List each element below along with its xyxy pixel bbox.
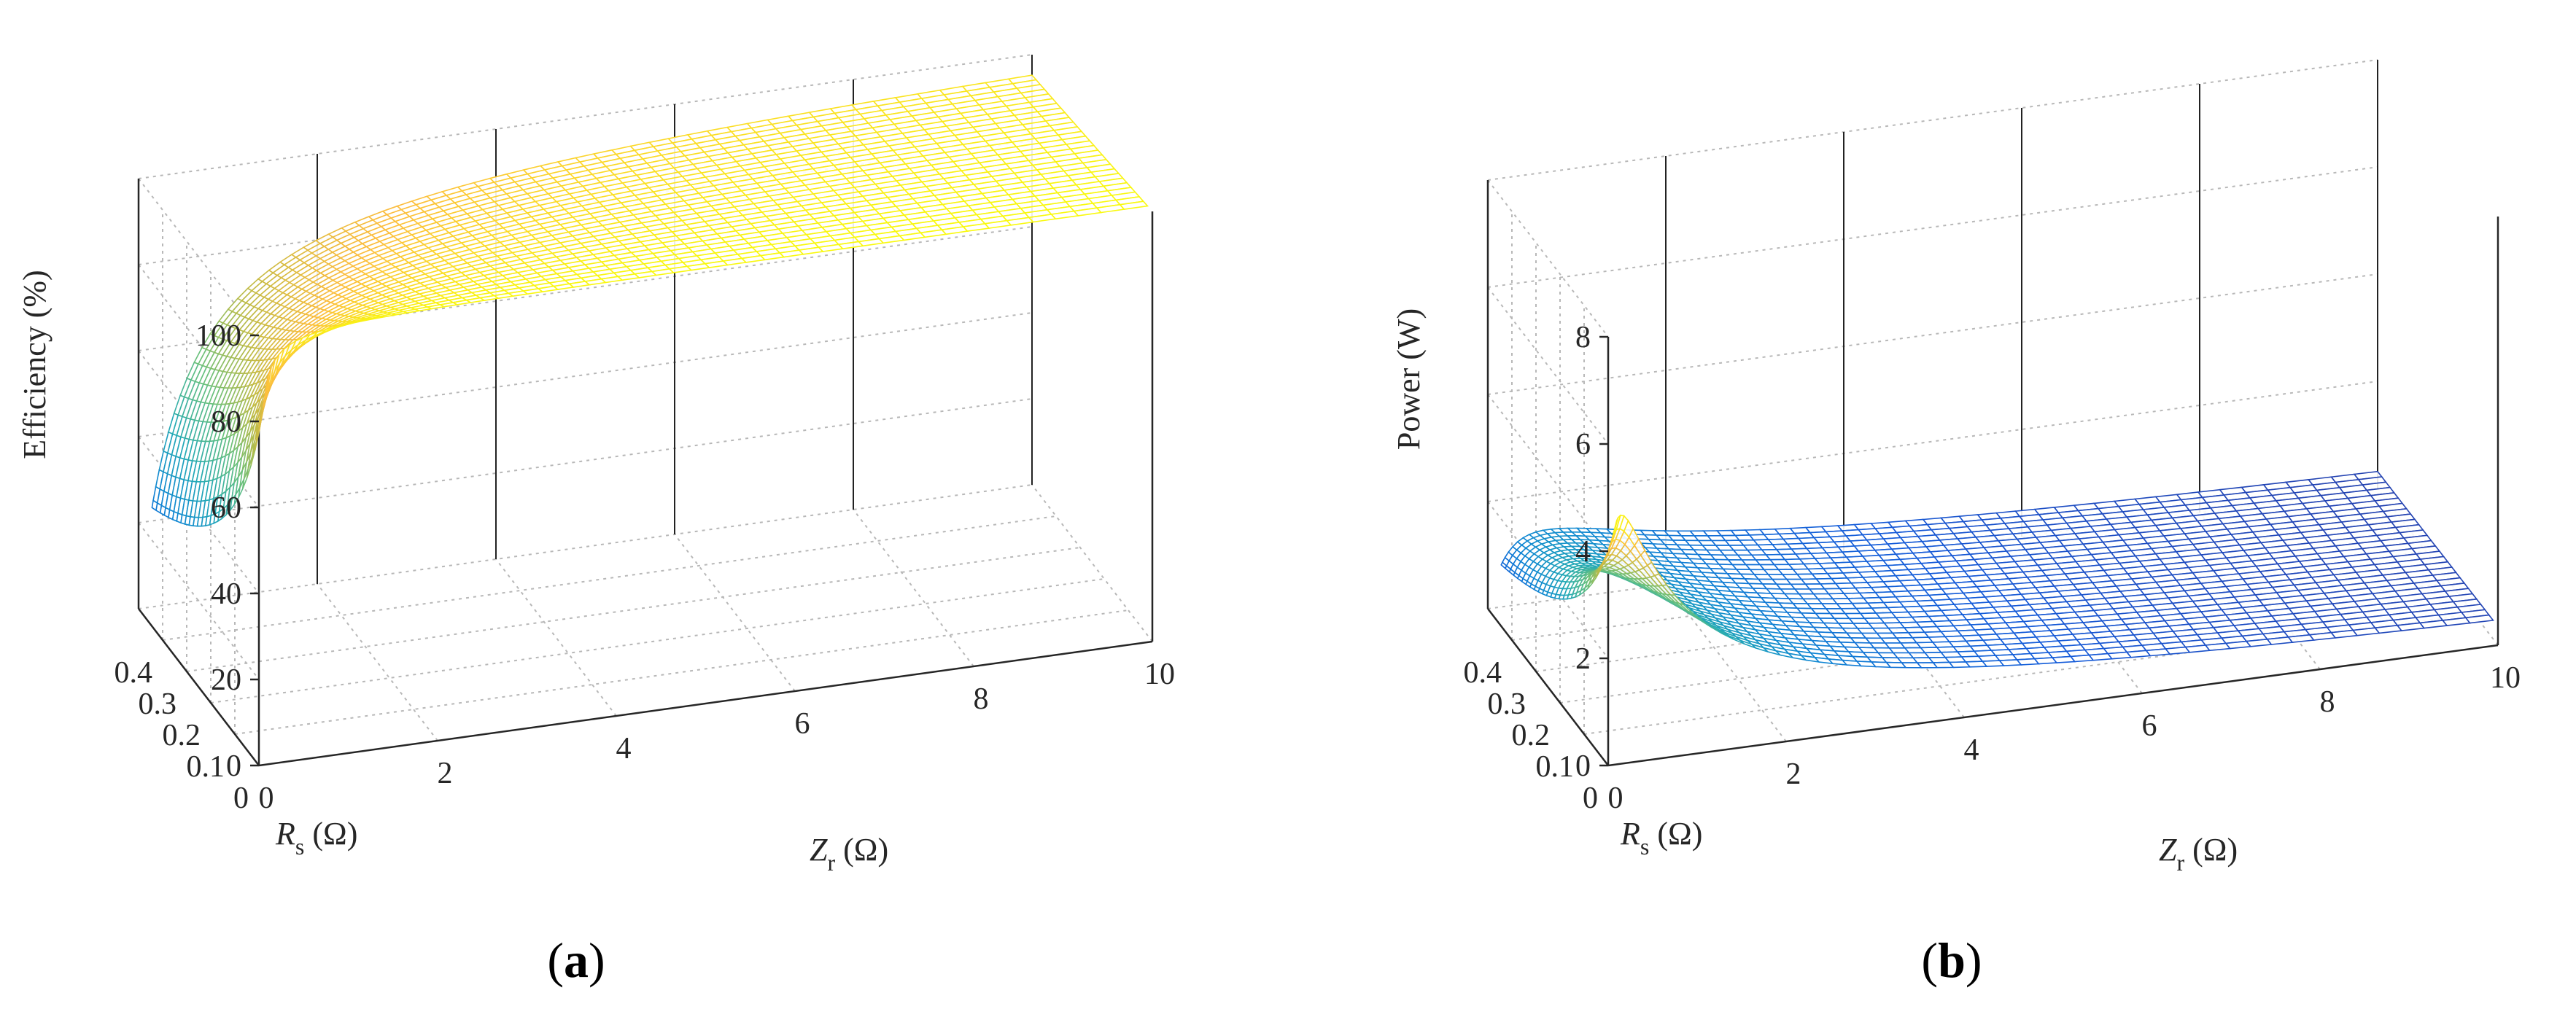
tick-label-z: 0 [226,749,241,783]
tick-label-y: 0.3 [1488,687,1526,721]
tick-label-y: 0.4 [1464,656,1502,690]
tick-label-x: 4 [616,732,632,765]
panel-b-caption: (b) [1921,932,1982,988]
tick-label-x: 10 [1144,658,1175,691]
tick-label-z: 20 [211,663,241,697]
gridline-z [1487,394,1609,552]
gridline-x [1031,484,1153,642]
tick-label-x: 2 [438,757,453,790]
tick-label-z: 0 [1575,749,1591,783]
gridline-y [186,547,1081,672]
axis-edge [258,640,1153,767]
tick-label-z: 80 [211,405,241,439]
panel-a-caption: (a) [547,932,605,988]
panel-a-ylabel: Efficiency (%) [17,270,53,459]
gridline-z [138,312,1033,437]
tick-label-y: 0 [1583,782,1598,815]
gridline-z [1487,381,2378,502]
gridline-z [138,54,1033,179]
gridline-z [1487,273,2378,395]
gridline-z [138,484,1033,609]
tick-label-y: 0 [233,782,249,815]
tick-label-y: 0.3 [139,687,177,721]
gridline-x [853,509,974,667]
panel-a-axes-box [137,179,1154,767]
axis-edge [138,608,260,766]
tick-label-y: 0.2 [1512,719,1551,752]
tick-label-z: 4 [1575,535,1591,569]
tick-label-x: 10 [2490,661,2521,695]
panel-b-rlabel: Rs (Ω) [1620,816,1702,860]
gridline-z [138,226,1033,351]
gridline-z [1487,287,1609,445]
tick-label-z: 100 [195,319,241,353]
tick-label-y: 0.4 [115,656,153,690]
tick-label-y: 0.1 [1536,750,1575,784]
gridline-y [234,609,1129,735]
gridline-y [210,578,1105,704]
gridline-x [317,583,438,741]
panel-a-rlabel: Rs (Ω) [275,816,357,860]
axis-edge [1487,608,1609,766]
panel-a-xlabel: Zr (Ω) [810,832,888,876]
tick-label-x: 2 [1786,757,1801,791]
tick-label-x: 0 [259,782,274,815]
tick-label-x: 6 [795,707,810,741]
panel-b-ylabel: Power (W) [1391,308,1427,450]
gridline-z [1487,166,2378,288]
axis-edge [1607,644,2499,767]
panel-a-surface-mesh [151,74,1149,527]
tick-label-x: 6 [2142,709,2157,743]
panel-b-surface-mesh [1500,470,2494,669]
gridline-y [162,515,1057,641]
tick-label-x: 8 [974,682,989,716]
surface-cell [1119,200,1149,210]
tick-label-x: 0 [1608,782,1623,815]
tick-label-z: 60 [211,491,241,525]
tick-label-z: 8 [1575,321,1591,354]
gridline-z [138,398,1033,523]
tick-label-y: 0.2 [163,719,201,752]
tick-label-y: 0.1 [187,750,225,784]
tick-label-z: 40 [211,577,241,611]
tick-label-z: 6 [1575,428,1591,461]
tick-label-x: 8 [2320,685,2335,719]
panel-b-axes-box [1486,180,2499,767]
gridline-z [1487,59,2378,181]
tick-label-x: 4 [1964,733,1979,767]
panel-b-xlabel: Zr (Ω) [2159,832,2238,876]
tick-label-z: 2 [1575,642,1591,676]
gridline-x [674,534,796,692]
gridline-z [1487,179,1609,338]
gridline-x [495,558,617,717]
